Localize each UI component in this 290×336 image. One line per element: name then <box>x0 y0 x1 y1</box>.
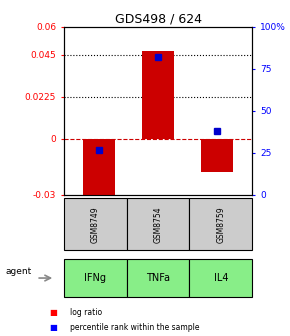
Text: IFNg: IFNg <box>84 273 106 283</box>
Bar <box>142 51 174 139</box>
Text: GSM8754: GSM8754 <box>153 206 163 243</box>
Text: log ratio: log ratio <box>70 308 102 317</box>
Text: IL4: IL4 <box>214 273 228 283</box>
Text: GSM8749: GSM8749 <box>91 206 100 243</box>
Text: TNFa: TNFa <box>146 273 170 283</box>
Title: GDS498 / 624: GDS498 / 624 <box>115 13 202 26</box>
Text: percentile rank within the sample: percentile rank within the sample <box>70 323 199 332</box>
Bar <box>83 139 115 202</box>
Bar <box>201 139 233 172</box>
Text: GSM8759: GSM8759 <box>216 206 225 243</box>
Text: agent: agent <box>6 267 32 277</box>
Text: ■: ■ <box>49 323 57 332</box>
Text: ■: ■ <box>49 308 57 317</box>
